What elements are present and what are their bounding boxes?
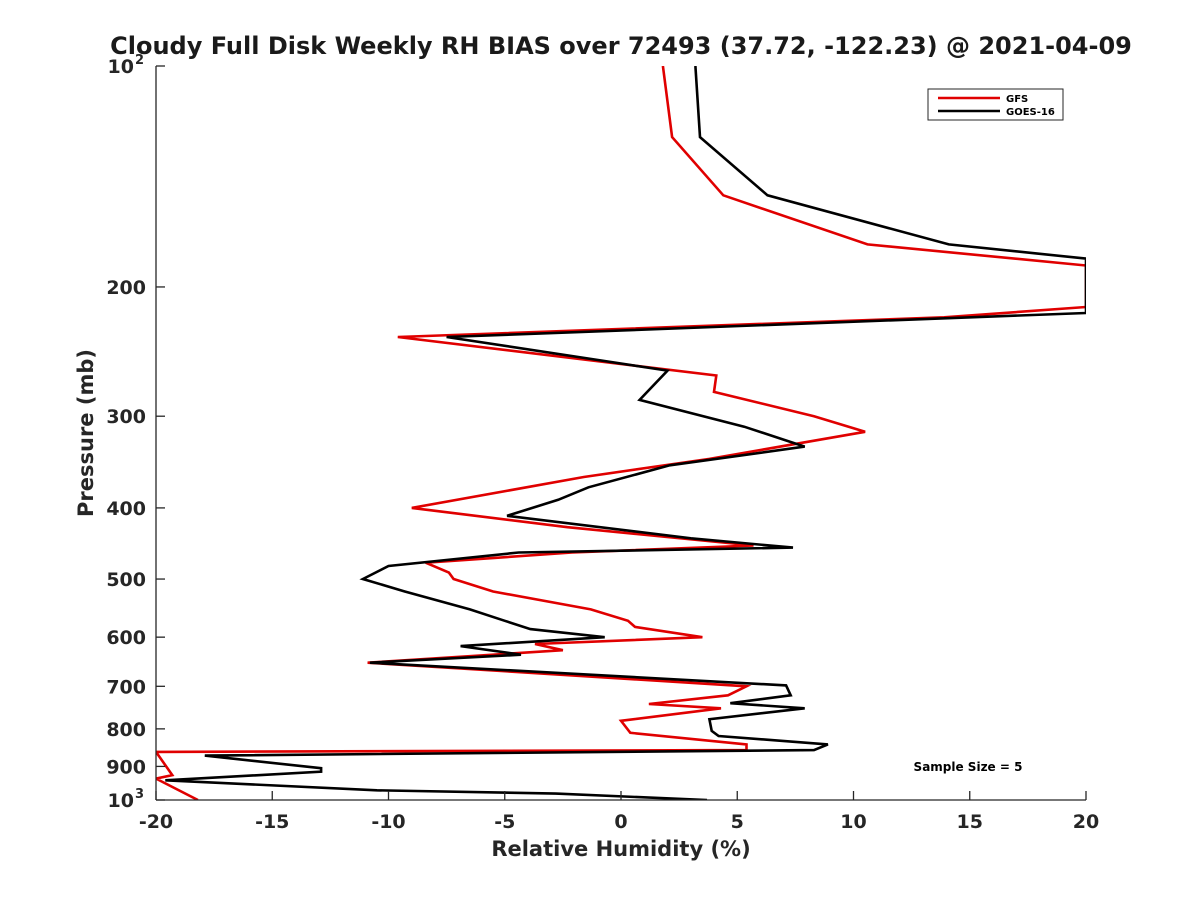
x-tick-label: 15 (957, 811, 983, 833)
x-tick-label: -20 (139, 811, 173, 833)
y-tick-label: 10 (108, 790, 134, 812)
x-tick-label: 0 (614, 811, 627, 833)
legend-label-gfs: GFS (1006, 94, 1028, 105)
y-tick-label: 800 (106, 719, 146, 741)
series-layer (156, 66, 1086, 800)
y-tick-label: 600 (106, 627, 146, 649)
series-line-gfs (156, 66, 1086, 800)
series-line-goes-16 (165, 66, 1086, 800)
y-tick-label: 200 (106, 277, 146, 299)
x-tick-label: -5 (494, 811, 515, 833)
y-axis-label: Pressure (mb) (74, 349, 98, 517)
chart-title: Cloudy Full Disk Weekly RH BIAS over 724… (110, 32, 1132, 60)
y-tick-label: 900 (106, 756, 146, 778)
x-axis-ticks: -20 -15 -10 -5 0 5 10 15 20 (139, 791, 1099, 833)
legend-box (927, 88, 1064, 121)
y-tick-label: 300 (106, 406, 146, 428)
x-tick-label: -10 (371, 811, 405, 833)
legend-label-goes-16: GOES-16 (1006, 107, 1055, 118)
x-tick-label: -15 (255, 811, 289, 833)
x-tick-label: 20 (1073, 811, 1099, 833)
x-tick-label: 5 (731, 811, 744, 833)
y-tick-label: 400 (106, 498, 146, 520)
y-tick-label: 500 (106, 569, 146, 591)
legend: GFS GOES-16 (927, 88, 1064, 121)
y-tick-exponent: 2 (135, 53, 144, 68)
sample-size-annotation: Sample Size = 5 (914, 760, 1023, 774)
x-axis-label: Relative Humidity (%) (491, 837, 750, 861)
y-tick-label: 700 (106, 676, 146, 698)
y-tick-label: 10 (108, 56, 134, 78)
x-tick-label: 10 (840, 811, 866, 833)
y-tick-exponent: 3 (135, 787, 144, 802)
